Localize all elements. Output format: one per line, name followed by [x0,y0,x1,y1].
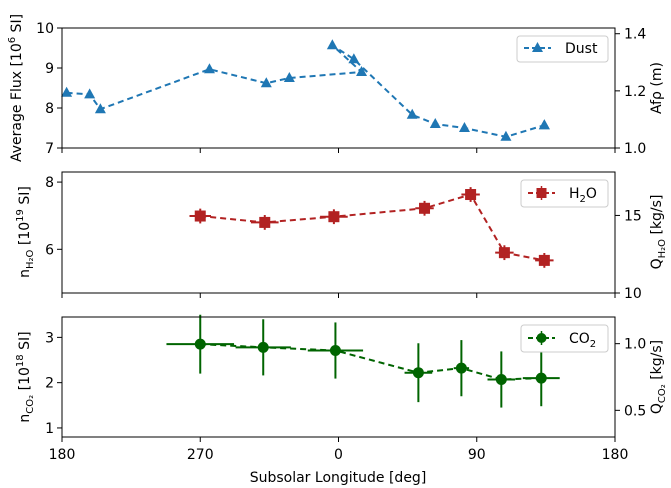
panel-h2o-y2-ticks: 10 15 [615,208,642,302]
legend-dust-label: Dust [565,41,598,57]
data-point [455,362,467,374]
legend-dust-marker [532,42,543,52]
panel-co2-x-ticks: 180 270 0 90 180 [49,148,629,463]
y2-tick-label: 10 [624,286,642,302]
y2-tick-label: 15 [624,208,642,224]
y2-tick-label: 0.5 [624,403,646,419]
data-point [61,86,73,97]
data-point [259,216,271,228]
panel-co2-ylabel: nCO₂ [1018 SI] [15,331,36,422]
panel-dust-ylabel: Average Flux [106 SI] [7,14,25,162]
y-tick-label: 1 [45,421,54,437]
data-point [203,63,215,74]
y-tick-label: 10 [36,21,54,37]
data-point [412,367,424,379]
data-point [328,211,340,223]
panel-h2o-y-ticks: 68 [45,175,62,258]
x-tick-label: 90 [468,447,486,463]
x-tick-label: 270 [187,447,214,463]
y-tick-label: 7 [45,141,54,157]
legend-h2o-label: H2O [569,186,597,205]
panel-dust: 7 8 9 10 1.0 1.2 1.4 Average Flux [106 SI] Af… [7,14,665,162]
panel-dust-y2-ticks: 1.0 1.2 1.4 [615,27,646,157]
panel-co2: 1 2 3 0.5 1.0 180 270 0 90 180 nCO₂ [1018 SI] Q… [15,148,668,486]
data-point [348,53,360,64]
legend-dust: Dust [516,35,609,63]
panel-co2-y2-ticks: 0.5 1.0 [615,337,646,419]
dust-series [61,39,550,141]
x-axis-label: Subsolar Longitude [deg] [250,470,427,486]
legend-co2: CO2 [520,324,609,353]
y-tick-label: 2 [45,376,54,392]
legend-co2-box [520,324,609,353]
y-tick-label: 6 [45,242,54,258]
h2o-series [189,187,554,268]
y-tick-label: 8 [45,101,54,117]
data-point [194,210,206,222]
panel-h2o-ylabel: nH₂O [1019 SI] [15,186,36,278]
data-point [406,108,418,119]
x-tick-label: 0 [334,447,343,463]
y-tick-label: 9 [45,61,54,77]
data-point [429,118,441,128]
data-point [419,202,431,214]
data-point [535,372,547,384]
legend-co2-label: CO2 [569,331,596,350]
data-point [500,130,512,141]
panel-co2-y2label: QCO₂ [kg/s] [649,340,668,414]
data-point [194,338,206,350]
panel-co2-y-ticks: 1 2 3 [45,330,62,437]
y-tick-label: 3 [45,330,54,346]
y-tick-label: 8 [45,175,54,191]
legend-dust-box [516,35,609,63]
x-tick-label: 180 [602,447,629,463]
y2-tick-label: 1.0 [624,141,646,157]
y2-tick-label: 1.2 [624,84,646,100]
data-point [94,103,106,114]
data-point [538,254,550,266]
data-point [465,189,477,201]
legend-h2o-box [520,179,609,208]
data-point [257,341,269,353]
co2-series [166,314,560,408]
y2-tick-label: 1.4 [624,27,646,43]
data-point [495,373,507,385]
legend-h2o-marker [536,188,547,198]
series-line [200,193,545,262]
panel-dust-y2label: Afρ (m) [649,62,665,114]
data-point [283,72,295,82]
series-line [200,343,542,381]
data-point [498,247,510,259]
data-point [260,77,272,88]
panel-dust-y-ticks: 7 8 9 10 [36,21,62,157]
y2-tick-label: 1.0 [624,337,646,353]
legend-co2-marker [536,333,547,343]
data-point [458,122,470,132]
data-point [329,345,341,357]
legend-h2o: H2O [520,179,609,208]
series-line [66,44,545,138]
panel-h2o-y2label: QH₂O [kg/s] [649,195,668,270]
x-tick-label: 180 [49,447,76,463]
data-point [326,39,338,50]
data-point [356,66,368,76]
data-point [538,119,550,130]
data-point [84,88,96,99]
